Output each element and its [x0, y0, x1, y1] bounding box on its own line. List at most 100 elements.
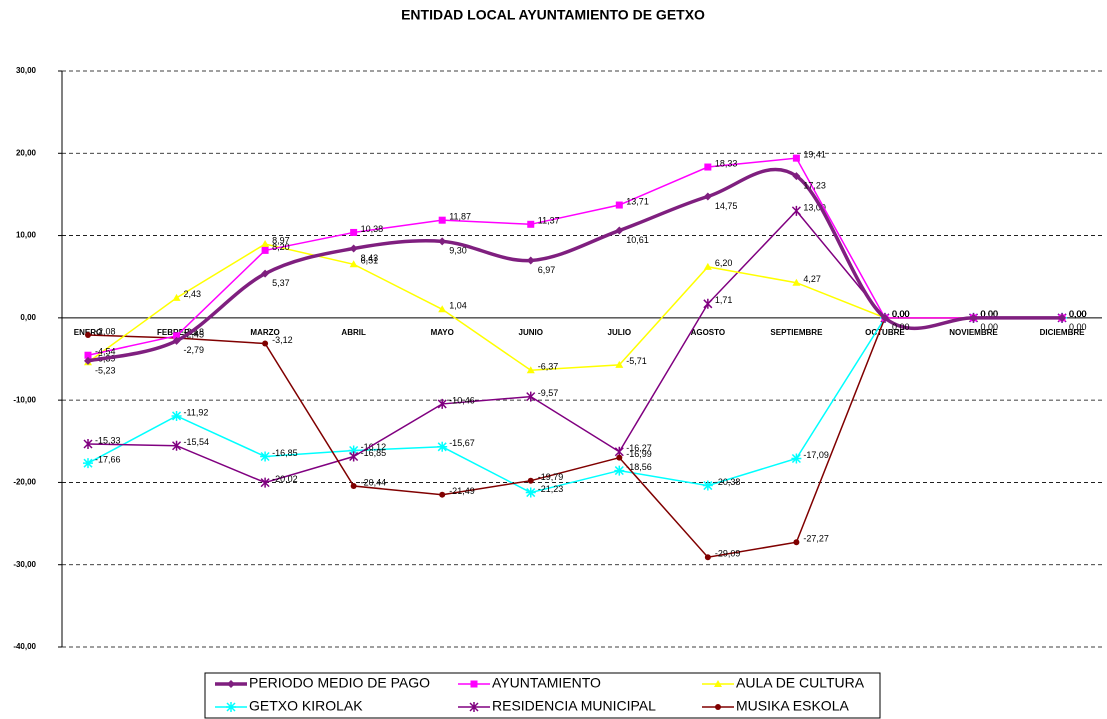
legend-box — [204, 672, 881, 719]
legend-label: PERIODO MEDIO DE PAGO — [249, 675, 430, 691]
marker — [85, 331, 91, 338]
x-tick-label: JUNIO — [519, 328, 543, 337]
marker — [793, 539, 800, 546]
data-label: 0,00 — [1069, 309, 1087, 319]
data-label: -6,37 — [538, 362, 559, 372]
marker — [792, 172, 801, 181]
data-label: 4,27 — [803, 274, 821, 284]
y-tick-label: 20,00 — [16, 148, 37, 157]
data-label: 9,30 — [449, 246, 467, 256]
marker — [260, 451, 271, 462]
data-label: -2,08 — [95, 326, 116, 336]
marker — [260, 477, 270, 488]
y-tick-label: 30,00 — [16, 66, 37, 75]
legend-label: GETXO KIROLAK — [249, 698, 363, 714]
data-label: 17,23 — [803, 180, 826, 190]
marker — [702, 480, 713, 491]
marker — [172, 336, 181, 345]
data-label: 0,00 — [892, 309, 910, 319]
y-tick-label: -20,00 — [13, 478, 36, 487]
data-label: -4,54 — [95, 347, 116, 357]
series-line — [87, 243, 1063, 372]
data-label: -3,12 — [272, 335, 293, 345]
data-label: -16,85 — [272, 448, 298, 458]
x-tick-label: AGOSTO — [691, 328, 726, 337]
marker — [349, 451, 359, 462]
data-label: -15,54 — [184, 437, 210, 447]
data-label: -21,49 — [449, 486, 475, 496]
marker — [261, 240, 270, 248]
data-label: 6,20 — [715, 258, 733, 268]
data-label: -20,02 — [272, 474, 298, 484]
data-label: -5,71 — [626, 356, 647, 366]
marker — [173, 332, 181, 340]
marker — [704, 554, 711, 561]
data-label: 8,43 — [361, 253, 379, 263]
marker — [438, 237, 447, 246]
marker — [171, 410, 182, 421]
data-label: -16,99 — [626, 449, 652, 459]
data-label: 18,33 — [715, 158, 738, 168]
marker — [470, 680, 478, 688]
data-label: 0,00 — [981, 322, 999, 332]
data-label: -27,27 — [803, 534, 829, 544]
marker — [262, 340, 269, 347]
data-label: -20,38 — [715, 477, 741, 487]
marker — [84, 356, 92, 365]
data-label: -17,66 — [95, 455, 121, 465]
marker — [1058, 313, 1067, 322]
marker — [703, 298, 713, 309]
marker — [349, 244, 358, 253]
data-label: 0,00 — [892, 322, 910, 332]
series-line — [87, 317, 1063, 494]
marker — [437, 398, 447, 409]
marker — [703, 262, 712, 270]
marker — [714, 680, 722, 687]
data-label: 0,00 — [1069, 309, 1087, 319]
x-tick-label: MAYO — [431, 328, 454, 337]
marker — [438, 216, 446, 224]
y-tick-label: -30,00 — [13, 560, 36, 569]
data-label: -16,12 — [361, 442, 387, 452]
data-label: 0,00 — [981, 309, 999, 319]
y-tick-label: -40,00 — [13, 642, 36, 651]
marker — [792, 278, 801, 286]
data-label: -29,09 — [715, 549, 741, 559]
x-tick-label: OCTUBRE — [865, 328, 905, 337]
marker — [614, 465, 625, 476]
marker — [792, 154, 800, 162]
data-label: 13,00 — [803, 202, 826, 212]
x-tick-label: DICIEMBRE — [1040, 328, 1086, 337]
x-tick-label: ABRIL — [341, 328, 366, 337]
marker — [615, 360, 624, 368]
marker — [526, 256, 535, 265]
data-label: -11,92 — [184, 407, 209, 417]
data-label: 0,00 — [892, 309, 910, 319]
series-line — [87, 167, 1063, 363]
marker — [83, 439, 93, 450]
x-tick-label: MARZO — [250, 328, 279, 337]
marker — [703, 192, 712, 201]
marker — [438, 305, 447, 313]
data-label: -2,45 — [184, 329, 205, 339]
marker — [527, 477, 534, 484]
data-label: 0,00 — [1069, 322, 1087, 332]
x-tick-label: NOVIEMBRE — [949, 328, 998, 337]
data-label: -16,85 — [361, 448, 387, 458]
marker — [349, 260, 358, 268]
data-label: -20,44 — [361, 477, 387, 487]
legend-label: RESIDENCIA MUNICIPAL — [492, 698, 656, 714]
x-tick-label: SEPTIEMBRE — [770, 328, 823, 337]
marker — [526, 391, 536, 402]
marker — [348, 445, 359, 456]
marker — [615, 226, 624, 235]
legend-label: MUSIKA ESKOLA — [736, 698, 849, 714]
data-label: 5,37 — [272, 278, 290, 288]
marker — [83, 458, 93, 469]
series-line — [87, 157, 1063, 356]
marker — [969, 313, 978, 322]
data-label: -15,67 — [449, 438, 475, 448]
data-label: 11,87 — [449, 212, 471, 222]
data-label: -21,23 — [538, 484, 564, 494]
